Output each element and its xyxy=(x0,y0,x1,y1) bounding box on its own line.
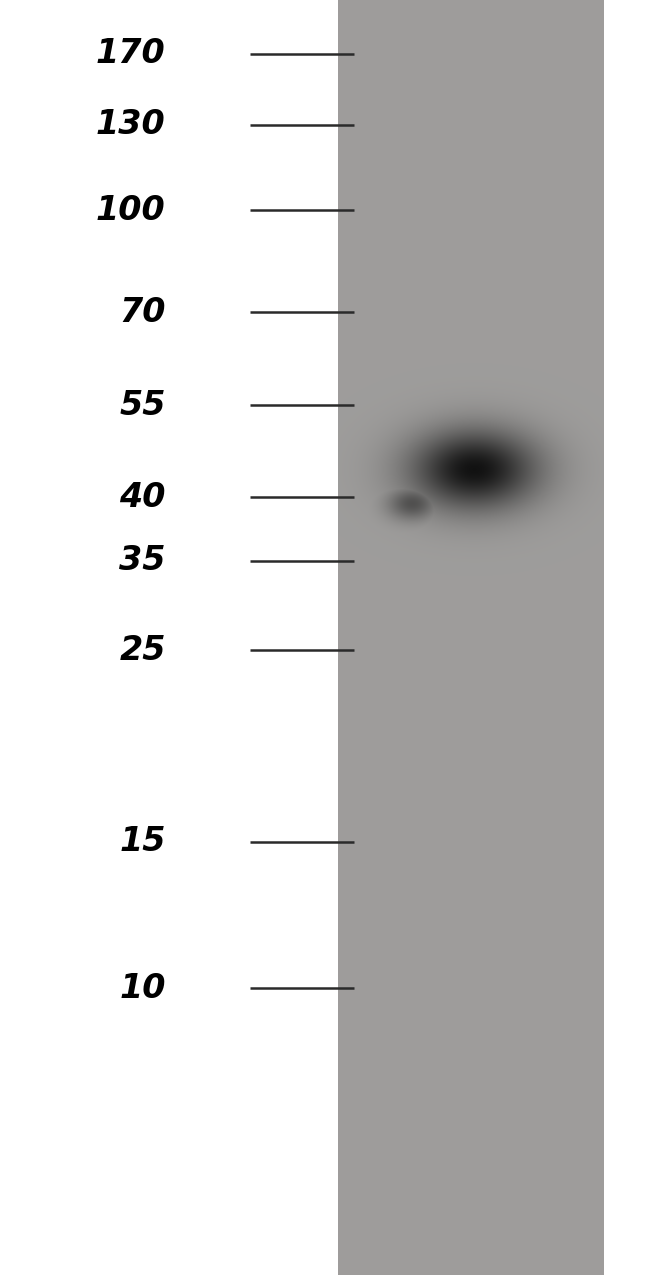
Text: 70: 70 xyxy=(119,296,166,329)
Text: 15: 15 xyxy=(119,825,166,858)
Text: 170: 170 xyxy=(96,37,166,70)
Text: 55: 55 xyxy=(119,389,166,422)
Text: 10: 10 xyxy=(119,972,166,1005)
Text: 35: 35 xyxy=(119,544,166,578)
Text: 40: 40 xyxy=(119,481,166,514)
Text: 25: 25 xyxy=(119,634,166,667)
Text: 130: 130 xyxy=(96,108,166,142)
Text: 100: 100 xyxy=(96,194,166,227)
